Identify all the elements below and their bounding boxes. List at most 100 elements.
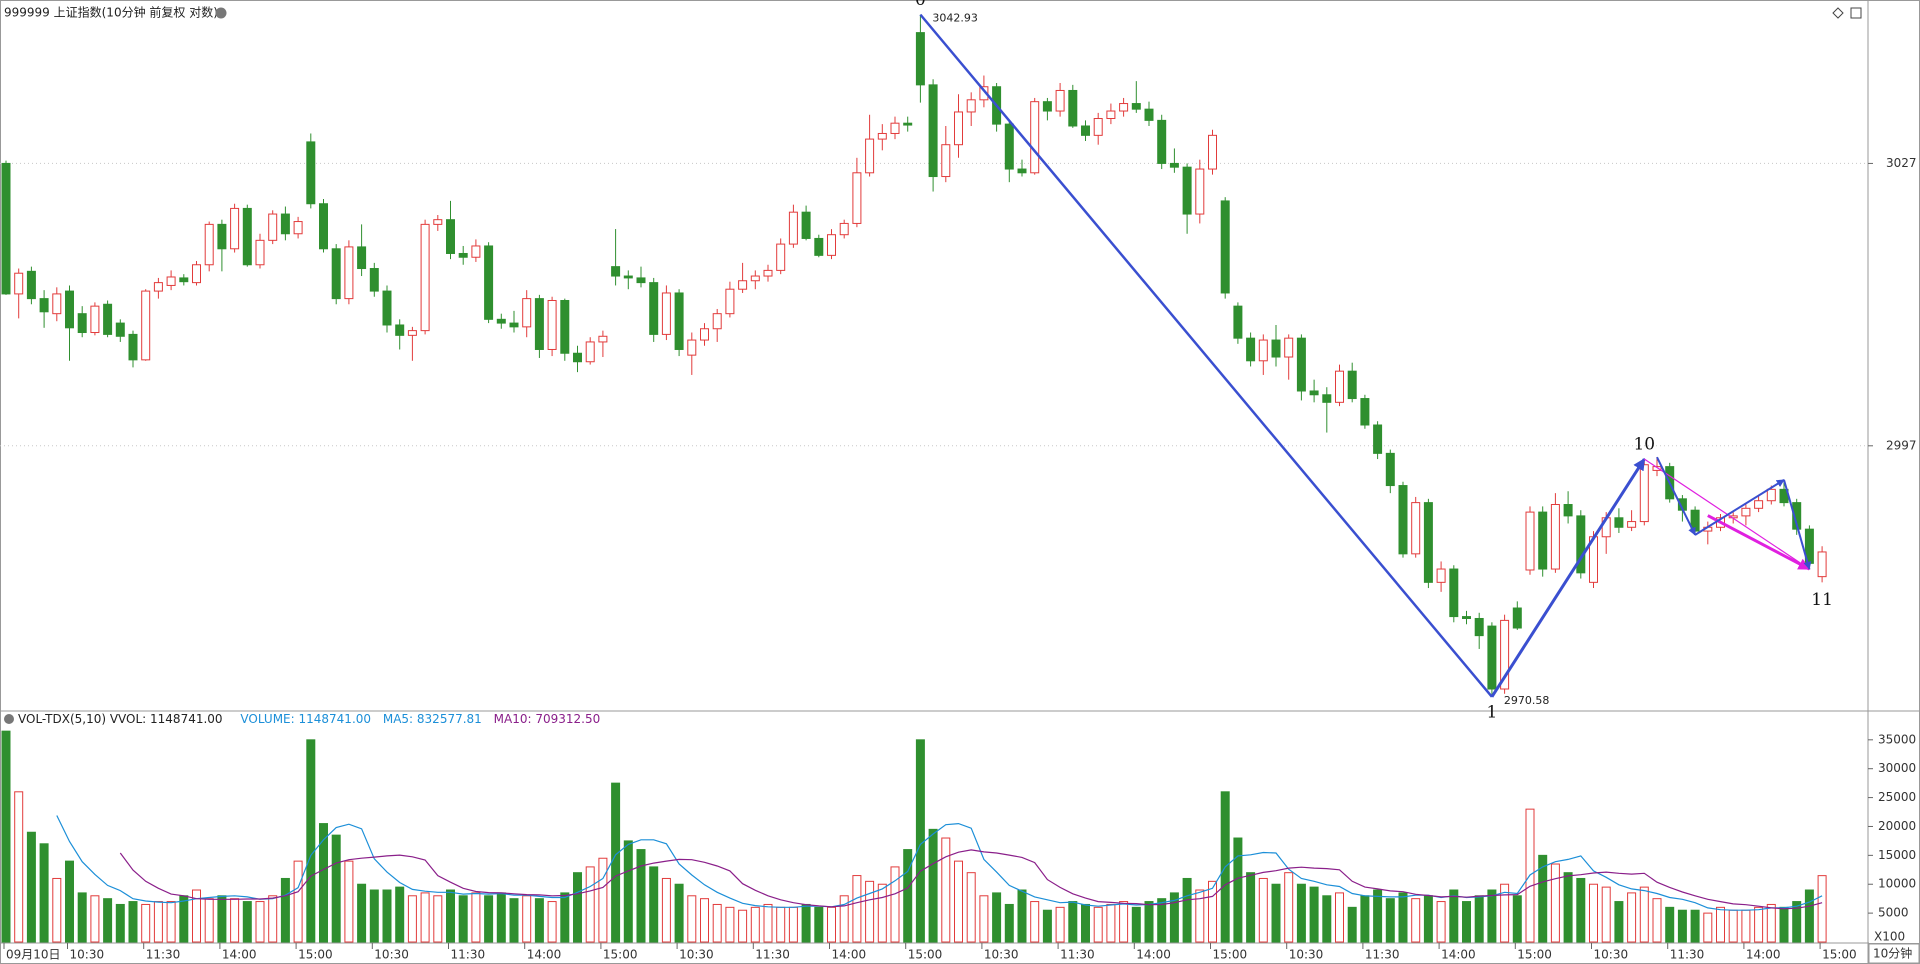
y-tick-label: 2997 (1886, 438, 1917, 452)
volume-y-tick-label: 25000 (1878, 790, 1916, 804)
window-icon[interactable] (1850, 7, 1862, 19)
volume-bar (928, 828, 938, 943)
candle-body (1004, 123, 1014, 170)
x-tick-label: 14:00 (222, 948, 257, 962)
chart-title: 999999 上证指数(10分钟 前复权 对数) (4, 5, 218, 20)
diamond-icon[interactable] (1832, 7, 1844, 19)
volume-bar (1246, 872, 1256, 943)
volume-bar (1677, 909, 1687, 943)
candle-body (1144, 108, 1154, 121)
candle-body (255, 239, 265, 266)
y-tick-label: 3027 (1886, 156, 1917, 170)
candle-body (941, 144, 951, 178)
volume-bar (1347, 906, 1357, 943)
candle-body (750, 275, 760, 282)
candle-body (611, 266, 621, 277)
period-box[interactable] (1868, 943, 1920, 964)
volume-bar (979, 895, 989, 943)
volume-bar (26, 831, 36, 943)
candle-body (268, 213, 278, 241)
volume-bar (1296, 883, 1306, 943)
volume-bar (776, 906, 786, 943)
candle-body (649, 282, 659, 335)
volume-bar (788, 906, 798, 943)
volume-bar (1322, 895, 1332, 943)
candle-body (1106, 110, 1116, 120)
candle-body (52, 293, 62, 315)
candle-body (242, 207, 252, 266)
candle-body (1322, 394, 1332, 403)
candle-body (65, 290, 74, 329)
candle-body (1042, 101, 1052, 112)
high-label: 3042.93 (932, 12, 978, 25)
candle-body (179, 277, 189, 283)
candle-body (788, 211, 798, 245)
candle-body (1284, 337, 1294, 358)
title-icon[interactable] (215, 7, 227, 19)
candle-body (801, 211, 811, 239)
x-tick-label: 10:30 (984, 948, 1019, 962)
candle-body (1258, 339, 1268, 362)
candle-body (1246, 337, 1256, 362)
volume-bar (496, 892, 506, 943)
volume-bar (534, 898, 544, 943)
x-tick-label: 11:30 (1365, 948, 1400, 962)
volume-bar (1792, 901, 1802, 943)
candle-body (446, 219, 455, 254)
volume-bar (1703, 912, 1713, 943)
volume-bar (725, 906, 735, 943)
volume-y-tick-label: 35000 (1878, 732, 1916, 746)
candle-body (865, 138, 875, 174)
x-tick-label: 15:00 (298, 948, 333, 962)
candle-body (103, 303, 113, 335)
volume-icon[interactable] (4, 714, 14, 724)
volume-bar (877, 883, 887, 943)
volume-bar (179, 895, 189, 943)
candle-body (966, 99, 976, 113)
wave-label: 10 (1633, 435, 1655, 455)
candle-body (420, 223, 430, 332)
candle-body (217, 223, 227, 250)
candle-body (598, 335, 608, 343)
volume-bar (471, 892, 481, 943)
unit-box (1869, 930, 1919, 943)
candle-body (306, 141, 316, 205)
candle-body (331, 248, 341, 300)
volume-bar (992, 892, 1002, 943)
volume-bar (39, 843, 49, 943)
x-tick-label: 11:30 (755, 948, 790, 962)
candle-body (1182, 166, 1192, 215)
volume-bar (1195, 889, 1205, 943)
volume-y-tick-label: 5000 (1878, 906, 1909, 920)
volume-y-tick-label: 10000 (1878, 877, 1916, 891)
candle-body (1347, 370, 1357, 400)
x-tick-label: 14:00 (1136, 948, 1171, 962)
candle-body (1055, 89, 1065, 112)
volume-bar (407, 895, 417, 943)
x-tick-label: 09月10日 (6, 948, 61, 962)
low-label: 2970.58 (1504, 694, 1550, 707)
volume-bar (509, 898, 519, 943)
period[interactable]: 10分钟 (1873, 946, 1912, 961)
volume-y-tick-label: 30000 (1878, 761, 1916, 775)
volume-bar (331, 834, 341, 943)
candle-body (1169, 162, 1179, 168)
candle-body (636, 277, 646, 284)
candle-body (395, 324, 405, 336)
candle-body (1766, 488, 1776, 502)
volume-bar (1068, 901, 1078, 943)
candle-body (1208, 134, 1217, 170)
candle-body (623, 275, 633, 279)
candle-body (1017, 168, 1027, 174)
candle-body (77, 313, 87, 334)
volume-bar (242, 901, 252, 943)
candle-body (1068, 89, 1078, 127)
volume-bar (166, 901, 176, 943)
candle-body (1271, 339, 1281, 358)
volume-bar (268, 895, 278, 943)
volume-bar (1208, 880, 1217, 943)
candle-body (1436, 568, 1446, 583)
volume-indicator: VOL-TDX(5,10) VVOL: 1148741.00 (18, 712, 223, 726)
candle-body (293, 221, 303, 235)
